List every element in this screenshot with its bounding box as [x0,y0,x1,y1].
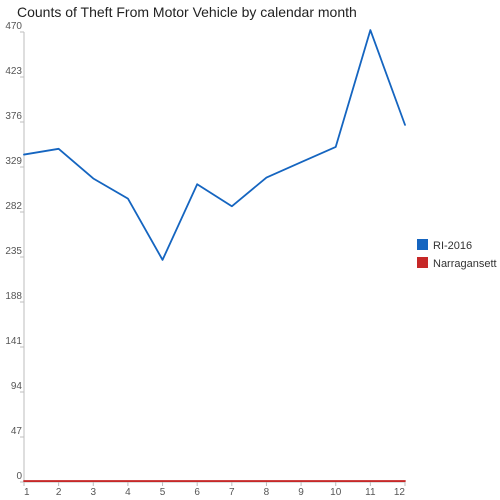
x-tick-label: 2 [56,487,62,498]
x-tick-label: 3 [90,487,96,498]
y-tick-label: 235 [5,246,22,257]
x-tick-label: 5 [160,487,166,498]
y-tick-label: 282 [5,201,22,212]
x-tick-label: 11 [365,487,376,498]
series-layer [23,29,406,482]
legend-swatch-0 [417,239,428,250]
legend: RI-2016 Narragansett [417,239,497,270]
x-tick-label: 9 [298,487,304,498]
y-tick-label: 141 [5,336,22,347]
legend-label-0: RI-2016 [433,240,472,252]
y-tick-label: 47 [11,426,23,437]
y-tick-label: 423 [5,66,22,77]
y-tick-label: 470 [5,21,22,32]
y-tick-label: 94 [11,381,23,392]
y-tick-label: 188 [5,291,22,302]
x-tick-label: 10 [330,487,342,498]
x-tick-label: 1 [24,487,30,498]
y-tick-label: 376 [5,111,22,122]
y-tick-label: 329 [5,156,22,167]
chart-title: Counts of Theft From Motor Vehicle by ca… [17,4,357,20]
y-tick-label: 0 [16,471,22,482]
x-tick-label: 4 [125,487,131,498]
x-tick-label: 7 [229,487,235,498]
legend-swatch-1 [417,257,428,268]
x-tick-label: 8 [264,487,270,498]
x-tick-label: 6 [194,487,200,498]
legend-label-1: Narragansett [433,258,497,270]
series-line-0 [23,29,406,261]
x-tick-label: 12 [394,487,406,498]
